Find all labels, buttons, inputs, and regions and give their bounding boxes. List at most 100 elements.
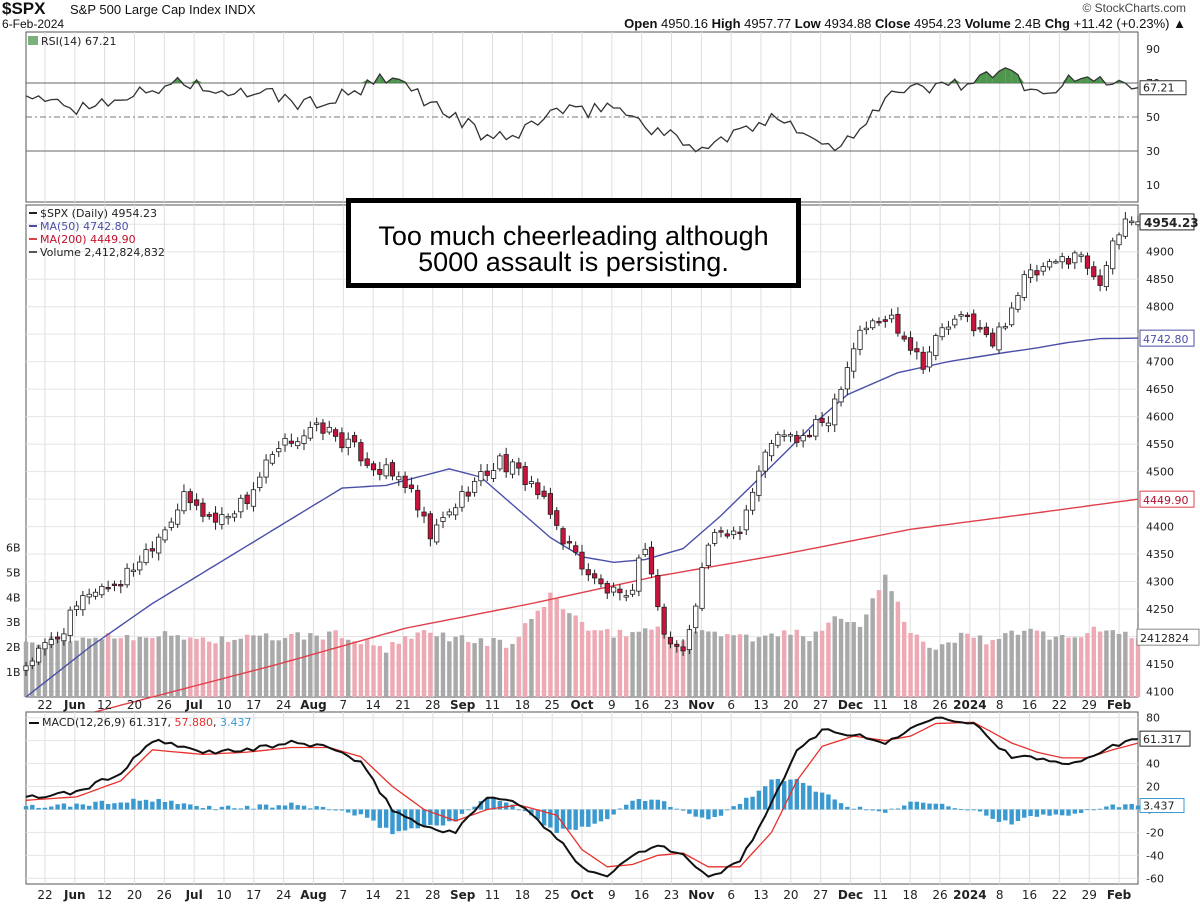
volume-bar: [725, 634, 730, 697]
candle-body: [332, 429, 339, 437]
candle-body: [250, 489, 257, 507]
volume-bar: [1129, 638, 1134, 697]
macd-histogram-bar: [270, 807, 275, 810]
volume-bar: [750, 641, 755, 697]
price-tick-label: 4650: [1146, 383, 1174, 396]
candle-body: [244, 494, 250, 505]
candle-body: [61, 633, 67, 642]
volume-bar: [939, 644, 945, 697]
volume-bar: [314, 635, 319, 697]
candle-body: [781, 434, 787, 437]
volume-bar: [194, 638, 199, 697]
price-tick-label: 4800: [1146, 301, 1174, 314]
macd-histogram-bar: [750, 796, 755, 810]
macd-histogram-bar: [99, 800, 105, 810]
candle-body: [674, 643, 680, 647]
candle-body: [497, 455, 503, 470]
price-legend-swatch: [29, 212, 37, 214]
candle-body: [42, 642, 48, 650]
volume-bar: [737, 634, 743, 697]
candle-body: [958, 314, 964, 317]
x-tick-label: 27: [813, 888, 828, 902]
volume-bar: [649, 629, 654, 697]
volume-bar: [49, 636, 54, 697]
price-tick-label: 4500: [1146, 466, 1174, 479]
volume-bar: [560, 609, 566, 697]
candle-body: [642, 548, 648, 556]
candle-body: [901, 335, 907, 340]
volume-bar: [36, 644, 41, 697]
macd-histogram-bar: [150, 801, 155, 810]
macd-histogram-bar: [706, 809, 711, 820]
x-tick-label: 11: [873, 888, 888, 902]
x-tick-label: 7: [339, 888, 347, 902]
rsi-overbought-fill: [986, 71, 993, 83]
candle-body: [1097, 275, 1103, 286]
x-tick-label: 16: [1022, 698, 1037, 712]
macd-histogram-bar: [402, 809, 408, 831]
chart-symbol: $SPX: [2, 0, 46, 18]
macd-histogram-bar: [939, 803, 945, 810]
macd-histogram-bar: [693, 809, 698, 817]
macd-histogram-bar: [131, 798, 136, 810]
macd-legend-part: 61.317: [129, 716, 168, 729]
macd-histogram-bar: [80, 804, 86, 810]
x-tick-label: 21: [395, 698, 410, 712]
volume-bar: [1123, 631, 1128, 697]
volume-bar: [712, 631, 717, 697]
volume-bar: [920, 641, 926, 697]
volume-bar: [1047, 639, 1052, 697]
rsi-tick-label: 30: [1146, 145, 1160, 158]
macd-legend-label: MACD(12,26,9) 61.317, 57.880, 3.437: [42, 716, 252, 729]
candle-body: [528, 481, 535, 485]
volume-bar: [642, 628, 648, 697]
macd-histogram-bar: [440, 809, 446, 826]
x-tick-label: 22: [1052, 888, 1067, 902]
candle-body: [737, 531, 743, 535]
volume-bar: [1104, 630, 1109, 697]
volume-bar: [756, 637, 762, 697]
volume-bar: [181, 639, 187, 697]
candle-body: [598, 578, 604, 585]
candle-body: [768, 443, 775, 457]
macd-histogram-bar: [712, 809, 717, 818]
volume-bar: [838, 618, 844, 697]
macd-histogram-bar: [813, 791, 818, 810]
candle-body: [99, 586, 105, 596]
candle-body: [743, 509, 749, 531]
volume-bar: [952, 642, 957, 697]
candle-body: [1065, 258, 1072, 265]
macd-legend-swatch: [29, 722, 39, 724]
macd-histogram-bar: [586, 809, 591, 827]
rsi-tick-label: 50: [1146, 111, 1160, 124]
volume-bar: [402, 636, 408, 697]
macd-histogram-bar: [510, 804, 515, 810]
volume-bar: [1059, 634, 1065, 697]
candle-body: [29, 660, 35, 666]
macd-histogram-bar: [421, 809, 427, 827]
price-tick-label: 4250: [1146, 603, 1174, 616]
candle-body: [882, 319, 888, 322]
macd-histogram-bar: [244, 805, 250, 810]
macd-last-value: 61.317: [1143, 733, 1182, 746]
candle-body: [421, 511, 427, 517]
volume-bar: [826, 622, 831, 697]
macd-histogram-bar: [327, 809, 332, 811]
macd-histogram-bar: [996, 809, 1002, 822]
chg-value: +11.42 (+0.23%): [1073, 16, 1170, 31]
candle-body: [1015, 295, 1021, 310]
macd-histogram-bar: [636, 799, 642, 810]
x-tick-label: 18: [903, 698, 918, 712]
x-tick-label: 2024: [953, 888, 986, 902]
candle-body: [933, 335, 939, 356]
volume-bar: [459, 635, 465, 697]
macd-histogram-bar: [674, 808, 679, 810]
macd-histogram-bar: [1041, 809, 1046, 815]
volume-bar: [421, 630, 427, 697]
macd-histogram-bar: [143, 799, 149, 810]
x-tick-label: 23: [664, 698, 679, 712]
x-tick-label: Jun: [63, 698, 86, 712]
candle-body: [610, 586, 617, 593]
volume-bar: [503, 647, 509, 697]
macd-histogram-bar: [680, 809, 686, 811]
